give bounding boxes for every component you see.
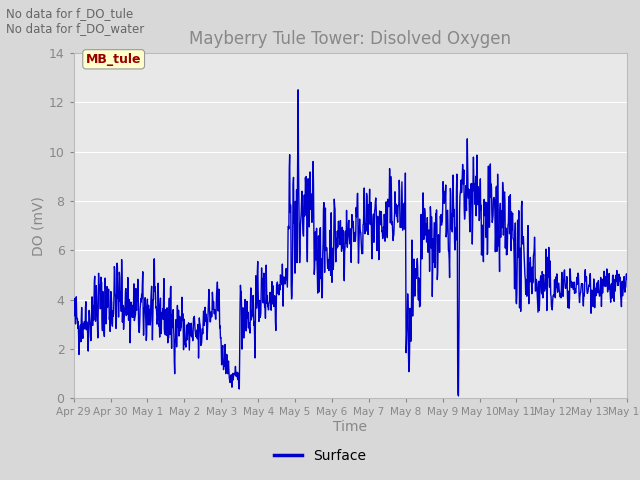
X-axis label: Time: Time: [333, 420, 367, 434]
Text: No data for f_DO_tule: No data for f_DO_tule: [6, 7, 134, 20]
Text: MB_tule: MB_tule: [86, 53, 141, 66]
Legend: Surface: Surface: [269, 443, 371, 468]
Title: Mayberry Tule Tower: Disolved Oxygen: Mayberry Tule Tower: Disolved Oxygen: [189, 30, 511, 48]
Text: No data for f_DO_water: No data for f_DO_water: [6, 22, 145, 35]
Y-axis label: DO (mV): DO (mV): [32, 196, 46, 255]
